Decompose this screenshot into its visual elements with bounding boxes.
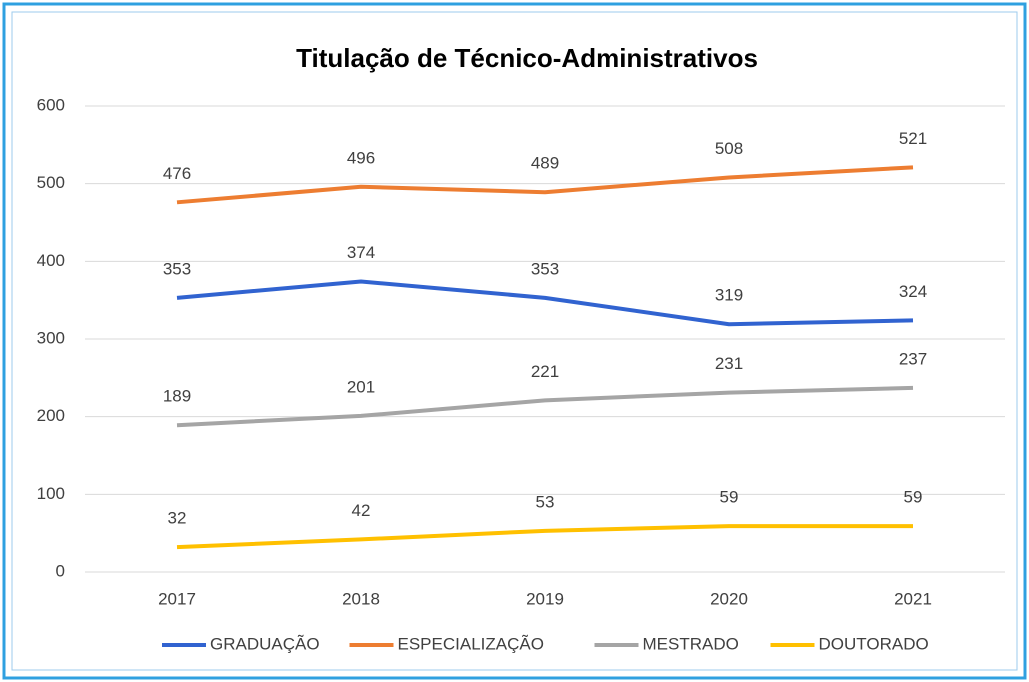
- data-label: 508: [715, 139, 743, 158]
- data-label: 189: [163, 387, 191, 406]
- series-line: [176, 279, 914, 327]
- x-tick-label: 2021: [894, 589, 932, 608]
- y-tick-label: 600: [37, 95, 65, 114]
- data-label: 353: [163, 259, 191, 278]
- y-tick-label: 200: [37, 406, 65, 425]
- y-tick-label: 300: [37, 328, 65, 347]
- data-label: 353: [531, 259, 559, 278]
- x-tick-label: 2020: [710, 589, 748, 608]
- legend-label: ESPECIALIZAÇÃO: [398, 634, 544, 653]
- data-label: 496: [347, 148, 375, 167]
- data-label: 476: [163, 164, 191, 183]
- chart-title: Titulação de Técnico-Administrativos: [296, 43, 758, 73]
- series-line: [176, 385, 914, 428]
- y-tick-label: 100: [37, 484, 65, 503]
- series-line: [176, 165, 914, 205]
- y-tick-label: 400: [37, 251, 65, 270]
- x-tick-label: 2019: [526, 589, 564, 608]
- data-label: 521: [899, 129, 927, 148]
- series-line: [176, 524, 913, 550]
- data-label: 42: [352, 501, 371, 520]
- data-label: 489: [531, 154, 559, 173]
- data-label: 324: [899, 282, 927, 301]
- legend-label: MESTRADO: [643, 634, 739, 653]
- legend-label: DOUTORADO: [819, 634, 929, 653]
- data-label: 319: [715, 286, 743, 305]
- data-label: 221: [531, 362, 559, 381]
- data-label: 201: [347, 377, 375, 396]
- y-tick-label: 500: [37, 173, 65, 192]
- y-tick-label: 0: [56, 561, 65, 580]
- inner-frame: [11, 11, 1018, 671]
- data-label: 374: [347, 243, 375, 262]
- data-label: 59: [720, 488, 739, 507]
- data-label: 231: [715, 354, 743, 373]
- data-label: 53: [536, 492, 555, 511]
- data-label: 59: [904, 488, 923, 507]
- x-tick-label: 2017: [158, 589, 196, 608]
- data-label: 32: [168, 509, 187, 528]
- x-tick-label: 2018: [342, 589, 380, 608]
- data-label: 237: [899, 349, 927, 368]
- legend-label: GRADUAÇÃO: [210, 634, 320, 653]
